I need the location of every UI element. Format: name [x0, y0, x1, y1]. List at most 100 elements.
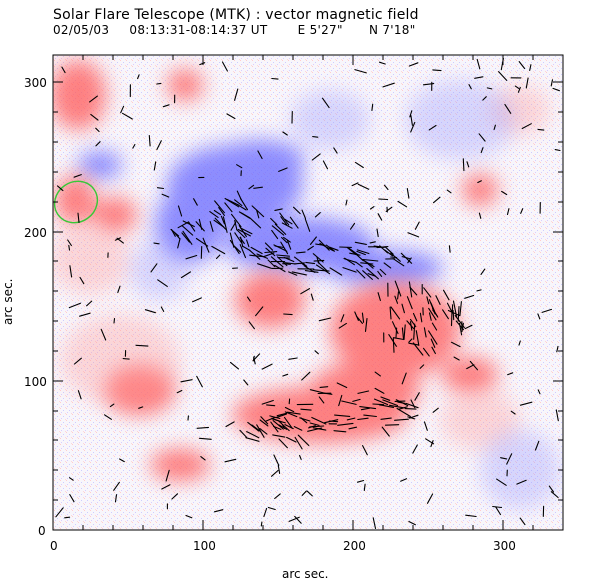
field-vector — [301, 209, 307, 220]
field-vector — [61, 66, 66, 74]
field-vector — [293, 256, 308, 267]
field-vector — [392, 258, 405, 267]
field-vector — [465, 514, 477, 518]
field-vector — [461, 322, 464, 333]
field-vector — [162, 104, 170, 108]
field-vector — [364, 317, 368, 332]
field-vector — [519, 401, 533, 406]
field-vector — [272, 434, 286, 438]
field-vector — [431, 322, 438, 331]
field-vector — [182, 220, 195, 228]
field-vector — [284, 262, 297, 265]
field-vector — [195, 221, 205, 232]
field-vector — [516, 479, 527, 485]
field-vector — [318, 239, 330, 251]
field-vector — [68, 477, 74, 481]
green-contour — [53, 180, 99, 224]
field-vector — [430, 338, 436, 348]
field-vector — [69, 265, 73, 278]
field-vector — [423, 327, 427, 338]
field-vector — [284, 406, 295, 413]
field-vector — [373, 398, 389, 406]
field-vector — [64, 516, 71, 519]
field-vector — [428, 330, 438, 345]
field-vector — [383, 262, 392, 269]
field-vector — [229, 361, 240, 370]
field-vector — [95, 127, 100, 133]
field-vector — [388, 334, 397, 347]
field-vector — [238, 225, 247, 238]
field-vector — [301, 371, 311, 381]
field-vector — [221, 61, 228, 72]
field-vector — [409, 110, 413, 118]
field-vector — [384, 246, 394, 255]
field-vector — [282, 373, 289, 377]
field-vector — [274, 208, 283, 211]
field-vector — [211, 245, 226, 255]
field-vector — [458, 322, 463, 336]
field-vector — [275, 413, 287, 419]
field-vector — [419, 364, 425, 369]
field-vector — [215, 254, 221, 260]
field-vector — [246, 296, 251, 302]
field-vector — [378, 198, 389, 201]
x-axis-label: arc sec. — [282, 567, 328, 581]
field-vector — [281, 222, 293, 229]
field-vector — [319, 386, 329, 388]
field-vector — [300, 408, 312, 411]
field-vector — [478, 212, 482, 219]
field-vector — [278, 420, 290, 432]
field-vector — [346, 247, 357, 256]
field-vector — [174, 232, 181, 240]
field-vector — [550, 79, 554, 87]
field-vector — [250, 246, 263, 255]
field-vector — [361, 312, 365, 323]
field-vector — [295, 251, 306, 254]
field-vector — [500, 457, 508, 460]
field-vector — [367, 273, 377, 277]
field-vector — [394, 418, 409, 421]
field-vector — [356, 249, 370, 255]
field-vector — [401, 303, 405, 314]
field-vector — [311, 153, 321, 161]
field-vector — [288, 357, 298, 360]
field-vector — [161, 484, 171, 490]
field-vector — [236, 229, 246, 239]
field-vector — [426, 493, 434, 504]
field-vector — [114, 494, 118, 503]
field-vector — [121, 112, 133, 120]
field-vector — [278, 424, 288, 430]
field-vector — [369, 241, 376, 244]
field-vector — [342, 267, 357, 273]
field-vector — [377, 292, 381, 302]
field-vector — [525, 77, 529, 89]
field-vector — [156, 140, 162, 151]
field-vector — [270, 217, 278, 226]
field-vector — [79, 312, 91, 317]
field-vector — [271, 418, 286, 424]
field-vector — [73, 174, 82, 178]
field-vector — [196, 426, 210, 429]
field-vector — [415, 330, 420, 346]
field-vector — [314, 350, 319, 355]
field-vector — [271, 229, 279, 240]
field-vector — [354, 161, 364, 169]
field-vector — [360, 262, 374, 265]
field-vector — [218, 207, 225, 216]
field-vector — [225, 421, 235, 428]
field-vector — [309, 422, 320, 426]
field-vector — [384, 424, 400, 426]
field-vector — [180, 379, 193, 383]
field-vector — [252, 355, 255, 362]
field-vector — [468, 84, 472, 90]
field-vector — [388, 404, 404, 409]
field-vector — [156, 82, 162, 85]
field-vector — [428, 312, 432, 321]
field-vector — [423, 287, 432, 298]
field-vector — [293, 426, 303, 431]
field-vector — [431, 346, 436, 355]
field-vector — [214, 200, 225, 214]
negative-polarity-regions — [78, 140, 443, 286]
field-vector — [109, 403, 115, 408]
field-vector — [341, 400, 357, 405]
